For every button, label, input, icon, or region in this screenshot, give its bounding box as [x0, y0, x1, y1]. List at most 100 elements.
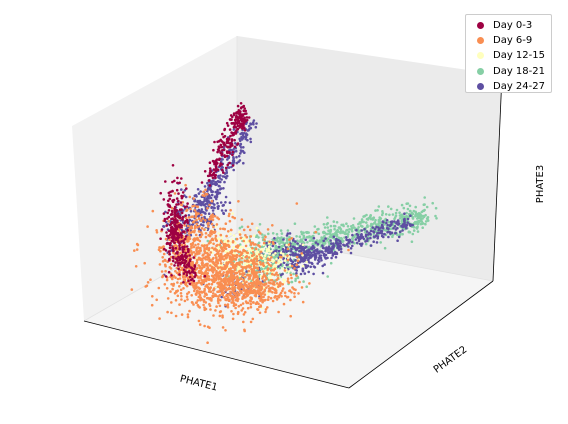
scatter-point — [322, 236, 325, 240]
scatter-point — [238, 269, 241, 273]
scatter-point — [222, 267, 226, 271]
scatter-point — [228, 201, 232, 204]
scatter-point — [242, 104, 246, 108]
z-axis-label: PHATE3 — [535, 165, 546, 203]
scatter-point — [177, 202, 180, 206]
scatter-point — [321, 250, 324, 254]
scatter-point — [371, 217, 374, 220]
scatter-point — [195, 222, 199, 226]
scatter-point — [230, 263, 233, 266]
scatter-point — [416, 230, 420, 233]
scatter-point — [185, 245, 189, 248]
scatter-point — [313, 253, 317, 256]
scatter-point — [301, 269, 305, 272]
scatter-point — [247, 269, 251, 273]
scatter-point — [322, 246, 325, 250]
scatter-point — [300, 238, 303, 242]
scatter-point — [183, 299, 187, 303]
scatter-point — [273, 283, 276, 286]
scatter-point — [238, 230, 241, 234]
scatter-point — [387, 205, 390, 208]
scatter-point — [184, 281, 188, 285]
scatter-point — [232, 257, 235, 261]
scatter-point — [400, 224, 404, 228]
scatter-point — [178, 265, 182, 269]
scatter-point — [184, 253, 187, 257]
scatter-point — [184, 260, 187, 264]
scatter-point — [381, 220, 385, 223]
scatter-point — [205, 267, 209, 271]
scatter-point — [200, 227, 204, 230]
scatter-point — [228, 151, 231, 155]
scatter-point — [247, 274, 251, 277]
scatter-point — [198, 239, 202, 243]
scatter-point — [210, 278, 213, 282]
scatter-point — [174, 246, 178, 250]
scatter-point — [175, 258, 179, 261]
scatter-point — [230, 279, 233, 282]
scatter-point — [310, 251, 313, 255]
scatter-point — [176, 176, 179, 180]
scatter-point — [135, 242, 139, 246]
scatter-point — [347, 245, 350, 248]
scatter-point — [218, 254, 222, 257]
scatter-point — [226, 270, 229, 273]
scatter-point — [374, 218, 377, 222]
scatter-point — [203, 324, 206, 328]
scatter-point — [342, 243, 345, 247]
scatter-point — [192, 220, 196, 223]
scatter-point — [285, 237, 289, 240]
scatter-point — [241, 113, 244, 116]
scatter-point — [389, 207, 393, 211]
legend-label: Day 0-3 — [493, 20, 533, 32]
scatter-point — [263, 257, 266, 260]
scatter-point — [332, 233, 335, 236]
scatter-point — [409, 209, 412, 213]
scatter-point — [306, 241, 309, 244]
scatter-point — [365, 230, 369, 233]
scatter-point — [177, 267, 180, 271]
scatter-point — [221, 290, 224, 294]
scatter-point — [248, 284, 251, 288]
scatter-point — [210, 299, 213, 302]
scatter-point — [397, 222, 401, 225]
scatter-point — [290, 237, 294, 240]
scatter-point — [208, 258, 212, 262]
scatter-point — [188, 309, 191, 313]
scatter-point — [300, 230, 303, 234]
scatter-point — [265, 241, 269, 245]
scatter-point — [208, 173, 212, 177]
scatter-point — [311, 244, 315, 248]
scatter-point — [211, 271, 215, 274]
scatter-point — [290, 280, 294, 284]
scatter-point — [266, 268, 270, 272]
scatter-point — [167, 199, 170, 203]
scatter-point — [287, 270, 291, 273]
scatter-point — [319, 256, 323, 260]
scatter-point — [172, 274, 176, 278]
scatter-point — [238, 137, 241, 141]
scatter-point — [376, 232, 379, 235]
legend-item: Day 0-3 — [472, 18, 551, 33]
scatter-point — [221, 249, 224, 253]
scatter-point — [323, 226, 327, 229]
scatter-point — [192, 303, 195, 306]
scatter-point — [199, 223, 203, 226]
scatter-point — [175, 203, 178, 206]
scatter-point — [268, 258, 272, 262]
scatter-point — [202, 303, 205, 307]
scatter-point — [170, 311, 173, 315]
scatter-point — [293, 267, 296, 270]
scatter-point — [312, 250, 316, 253]
scatter-point — [259, 260, 262, 264]
scatter-point — [162, 252, 166, 256]
scatter-point — [216, 285, 220, 289]
scatter-point — [346, 233, 350, 236]
scatter-point — [325, 249, 328, 253]
scatter-point — [179, 292, 183, 295]
scatter-point — [336, 229, 339, 232]
scatter-point — [259, 258, 262, 262]
scatter-point — [221, 255, 225, 258]
scatter-point — [185, 274, 189, 277]
scatter-point — [173, 192, 177, 195]
